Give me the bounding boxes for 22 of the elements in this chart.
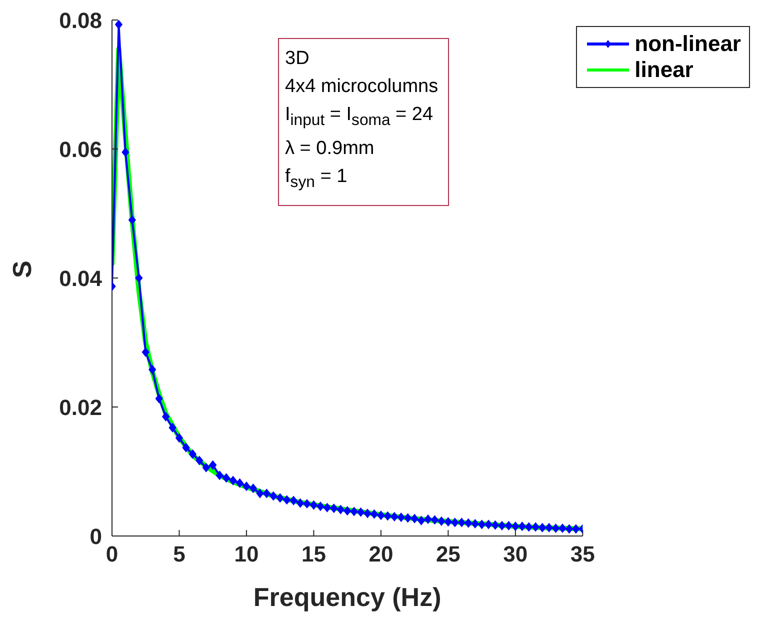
- x-tick-label: 5: [173, 542, 186, 567]
- x-tick-label: 15: [301, 542, 326, 567]
- x-tick-label: 0: [106, 542, 118, 567]
- y-tick-label: 0: [90, 524, 102, 549]
- x-axis-title: Frequency (Hz): [253, 582, 442, 612]
- annotation: f$_{syn}$ = 1: [285, 164, 348, 193]
- y-tick-label: 0.08: [59, 8, 102, 33]
- legend-label: non-linear: [634, 31, 741, 57]
- x-tick-label: 35: [570, 542, 595, 567]
- annotation: I$_{input}$ = I$_{soma}$ = 24: [285, 103, 434, 131]
- x-tick-label: 20: [368, 542, 394, 567]
- annotation: λ = 0.9mm: [285, 136, 376, 161]
- annotation: 3D: [285, 47, 310, 71]
- x-tick-label: 25: [436, 542, 460, 567]
- x-tick-label: 10: [234, 542, 259, 567]
- legend-label: linear: [634, 57, 694, 83]
- y-tick-label: 0.02: [59, 394, 102, 420]
- y-tick-label: 0.06: [59, 136, 102, 162]
- annotation: 4x4 microcolumns: [285, 75, 438, 99]
- y-tick-label: 0.04: [59, 266, 103, 291]
- y-axis-title: S: [7, 260, 38, 278]
- x-tick-label: 30: [503, 542, 528, 567]
